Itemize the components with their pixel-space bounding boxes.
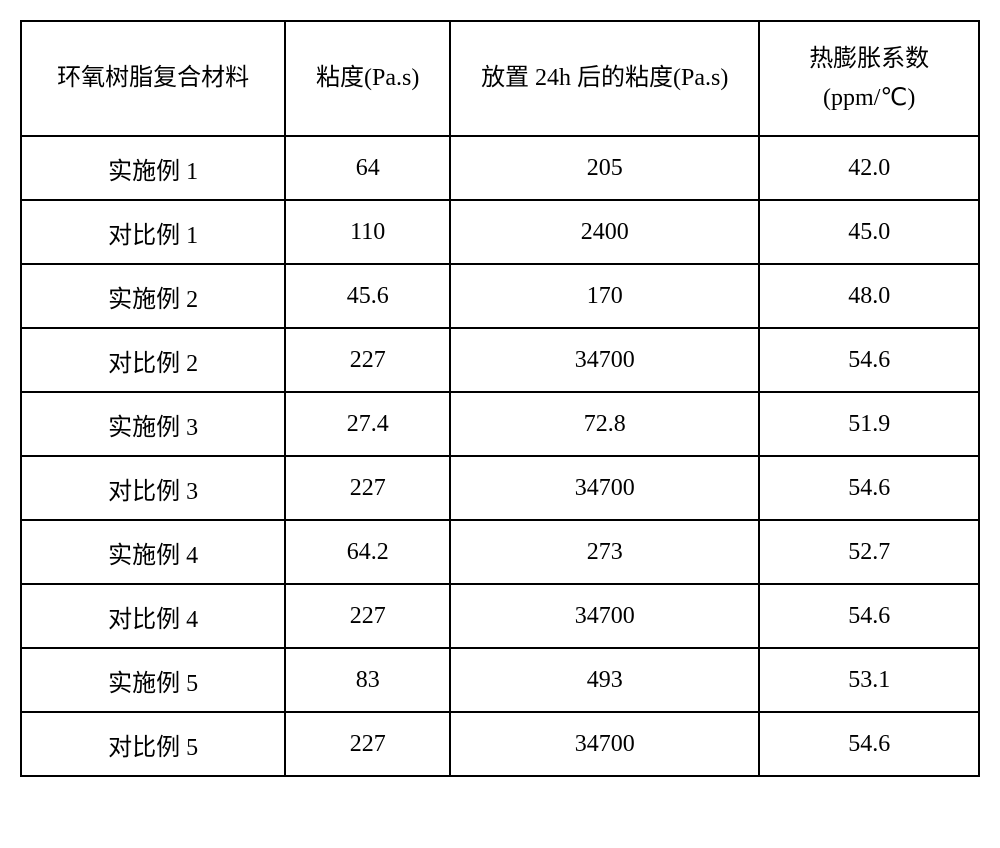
cell-viscosity-24h: 205 <box>450 136 759 200</box>
header-line-1: 热膨胀系数 <box>809 46 929 72</box>
cell-material: 对比例 2 <box>21 328 285 392</box>
cell-material: 实施例 4 <box>21 520 285 584</box>
cell-viscosity: 227 <box>285 328 450 392</box>
table-body: 实施例 1 64 205 42.0 对比例 1 110 2400 45.0 实施… <box>21 136 979 776</box>
cell-thermal: 54.6 <box>759 456 979 520</box>
table-row: 对比例 4 227 34700 54.6 <box>21 584 979 648</box>
column-header-viscosity-24h: 放置 24h 后的粘度(Pa.s) <box>450 21 759 136</box>
cell-viscosity-24h: 34700 <box>450 584 759 648</box>
table-row: 对比例 2 227 34700 54.6 <box>21 328 979 392</box>
cell-material: 对比例 5 <box>21 712 285 776</box>
column-header-material: 环氧树脂复合材料 <box>21 21 285 136</box>
cell-viscosity: 64 <box>285 136 450 200</box>
cell-viscosity-24h: 2400 <box>450 200 759 264</box>
cell-thermal: 54.6 <box>759 584 979 648</box>
cell-material: 实施例 3 <box>21 392 285 456</box>
table-row: 对比例 1 110 2400 45.0 <box>21 200 979 264</box>
table-row: 实施例 1 64 205 42.0 <box>21 136 979 200</box>
table-row: 对比例 3 227 34700 54.6 <box>21 456 979 520</box>
column-header-viscosity: 粘度(Pa.s) <box>285 21 450 136</box>
table-row: 实施例 5 83 493 53.1 <box>21 648 979 712</box>
cell-viscosity: 83 <box>285 648 450 712</box>
table-row: 实施例 4 64.2 273 52.7 <box>21 520 979 584</box>
cell-thermal: 45.0 <box>759 200 979 264</box>
cell-viscosity: 227 <box>285 456 450 520</box>
data-table: 环氧树脂复合材料 粘度(Pa.s) 放置 24h 后的粘度(Pa.s) 热膨胀系… <box>20 20 980 777</box>
table-row: 实施例 2 45.6 170 48.0 <box>21 264 979 328</box>
cell-viscosity-24h: 34700 <box>450 328 759 392</box>
cell-thermal: 54.6 <box>759 712 979 776</box>
cell-viscosity: 45.6 <box>285 264 450 328</box>
cell-viscosity-24h: 72.8 <box>450 392 759 456</box>
table-row: 实施例 3 27.4 72.8 51.9 <box>21 392 979 456</box>
cell-material: 对比例 1 <box>21 200 285 264</box>
cell-viscosity-24h: 273 <box>450 520 759 584</box>
header-line-2: (ppm/℃) <box>823 85 915 111</box>
cell-material: 实施例 1 <box>21 136 285 200</box>
cell-material: 对比例 3 <box>21 456 285 520</box>
cell-thermal: 53.1 <box>759 648 979 712</box>
cell-thermal: 52.7 <box>759 520 979 584</box>
cell-viscosity-24h: 34700 <box>450 712 759 776</box>
cell-viscosity: 110 <box>285 200 450 264</box>
cell-viscosity-24h: 34700 <box>450 456 759 520</box>
table-row: 对比例 5 227 34700 54.6 <box>21 712 979 776</box>
cell-thermal: 48.0 <box>759 264 979 328</box>
cell-material: 实施例 2 <box>21 264 285 328</box>
cell-viscosity: 64.2 <box>285 520 450 584</box>
table-header-row: 环氧树脂复合材料 粘度(Pa.s) 放置 24h 后的粘度(Pa.s) 热膨胀系… <box>21 21 979 136</box>
cell-viscosity: 27.4 <box>285 392 450 456</box>
cell-viscosity-24h: 493 <box>450 648 759 712</box>
cell-material: 实施例 5 <box>21 648 285 712</box>
cell-material: 对比例 4 <box>21 584 285 648</box>
cell-thermal: 42.0 <box>759 136 979 200</box>
cell-thermal: 51.9 <box>759 392 979 456</box>
cell-viscosity: 227 <box>285 584 450 648</box>
cell-viscosity: 227 <box>285 712 450 776</box>
column-header-thermal-expansion: 热膨胀系数 (ppm/℃) <box>759 21 979 136</box>
cell-thermal: 54.6 <box>759 328 979 392</box>
cell-viscosity-24h: 170 <box>450 264 759 328</box>
